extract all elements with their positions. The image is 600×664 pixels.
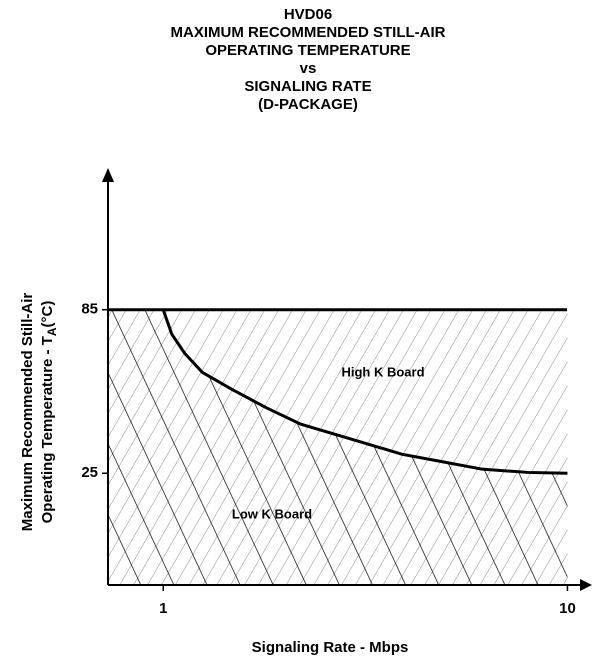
title-line: OPERATING TEMPERATURE — [205, 42, 410, 59]
title-line: (D-PACKAGE) — [258, 96, 358, 113]
y-axis-arrow — [102, 168, 114, 182]
x-axis-arrow — [580, 579, 592, 591]
low-k-region — [108, 309, 568, 585]
y-tick-label: 85 — [81, 301, 98, 318]
title-line: HVD06 — [284, 6, 332, 23]
x-tick-label: 10 — [559, 600, 576, 617]
y-tick-label: 25 — [81, 464, 98, 481]
x-tick-label: 1 — [159, 600, 167, 617]
y-label-sub: A — [45, 327, 59, 336]
y-axis-label: Maximum Recommended Still-Air — [19, 293, 36, 532]
y-label-text: Operating Temperature - T — [39, 336, 56, 523]
y-axis-label: Operating Temperature - TA(°C) — [39, 301, 59, 524]
title-line: vs — [300, 60, 317, 77]
plot: 25 85 1 10 High K Board Low K Board — [81, 168, 592, 617]
region-label: High K Board — [341, 364, 424, 379]
y-label-unit: (°C) — [39, 301, 56, 328]
title-line: MAXIMUM RECOMMENDED STILL-AIR — [171, 24, 446, 41]
x-axis-label: Signaling Rate - Mbps — [252, 639, 409, 656]
curve — [161, 309, 568, 475]
region-label: Low K Board — [232, 506, 312, 521]
title-line: SIGNALING RATE — [244, 78, 371, 95]
